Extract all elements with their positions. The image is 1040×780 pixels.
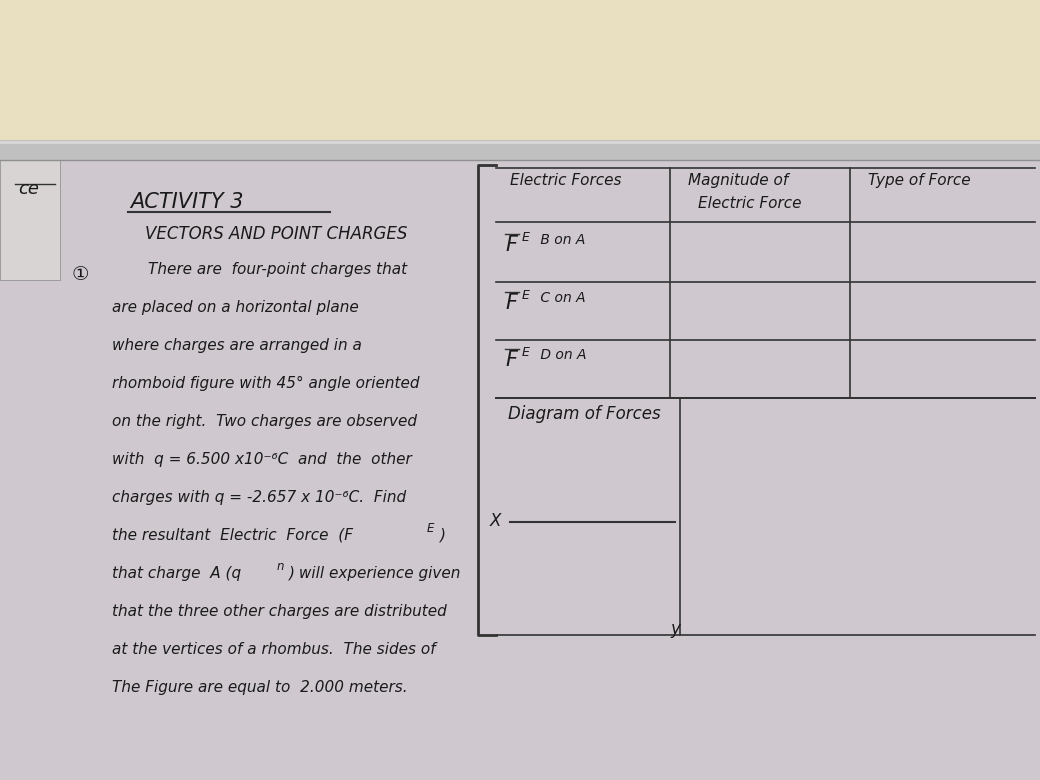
Bar: [0, 160, 60, 280]
Text: Magnitude of: Magnitude of: [688, 173, 788, 188]
Text: B on A: B on A: [536, 233, 586, 247]
Text: Electric Forces: Electric Forces: [510, 173, 622, 188]
Text: at the vertices of a rhombus.  The sides of: at the vertices of a rhombus. The sides …: [112, 642, 436, 657]
Text: X: X: [490, 512, 501, 530]
Text: E: E: [522, 231, 529, 244]
Text: y: y: [670, 620, 680, 638]
Text: on the right.  Two charges are observed: on the right. Two charges are observed: [112, 414, 417, 429]
Text: The Figure are equal to  2.000 meters.: The Figure are equal to 2.000 meters.: [112, 680, 408, 695]
Text: that the three other charges are distributed: that the three other charges are distrib…: [112, 604, 447, 619]
Text: D on A: D on A: [536, 348, 587, 362]
Text: the resultant  Electric  Force  (F: the resultant Electric Force (F: [112, 528, 353, 543]
Text: E: E: [522, 289, 529, 302]
Text: ) will experience given: ) will experience given: [289, 566, 462, 581]
Text: F: F: [505, 235, 517, 255]
Text: ce: ce: [18, 180, 40, 198]
Text: E: E: [427, 522, 435, 535]
Text: Type of Force: Type of Force: [868, 173, 970, 188]
Text: charges with q = -2.657 x 10⁻⁶C.  Find: charges with q = -2.657 x 10⁻⁶C. Find: [112, 490, 407, 505]
Text: F: F: [505, 293, 517, 313]
Text: n: n: [277, 560, 285, 573]
Text: C on A: C on A: [536, 291, 586, 305]
Text: There are  four-point charges that: There are four-point charges that: [148, 262, 407, 277]
Text: VECTORS AND POINT CHARGES: VECTORS AND POINT CHARGES: [145, 225, 408, 243]
Bar: [0, 0, 1040, 140]
Text: ): ): [440, 528, 446, 543]
Text: where charges are arranged in a: where charges are arranged in a: [112, 338, 362, 353]
Text: that charge  A (q: that charge A (q: [112, 566, 241, 581]
Bar: [0, 140, 1040, 162]
Text: Electric Force: Electric Force: [698, 196, 802, 211]
Text: with  q = 6.500 x10⁻⁶C  and  the  other: with q = 6.500 x10⁻⁶C and the other: [112, 452, 412, 467]
Text: ①: ①: [72, 265, 89, 284]
Text: ACTIVITY 3: ACTIVITY 3: [130, 192, 243, 212]
Text: are placed on a horizontal plane: are placed on a horizontal plane: [112, 300, 359, 315]
Text: F: F: [505, 350, 517, 370]
Text: Diagram of Forces: Diagram of Forces: [508, 405, 660, 423]
Text: E: E: [522, 346, 529, 359]
Bar: [0, 160, 1040, 780]
Text: rhomboid figure with 45° angle oriented: rhomboid figure with 45° angle oriented: [112, 376, 419, 391]
